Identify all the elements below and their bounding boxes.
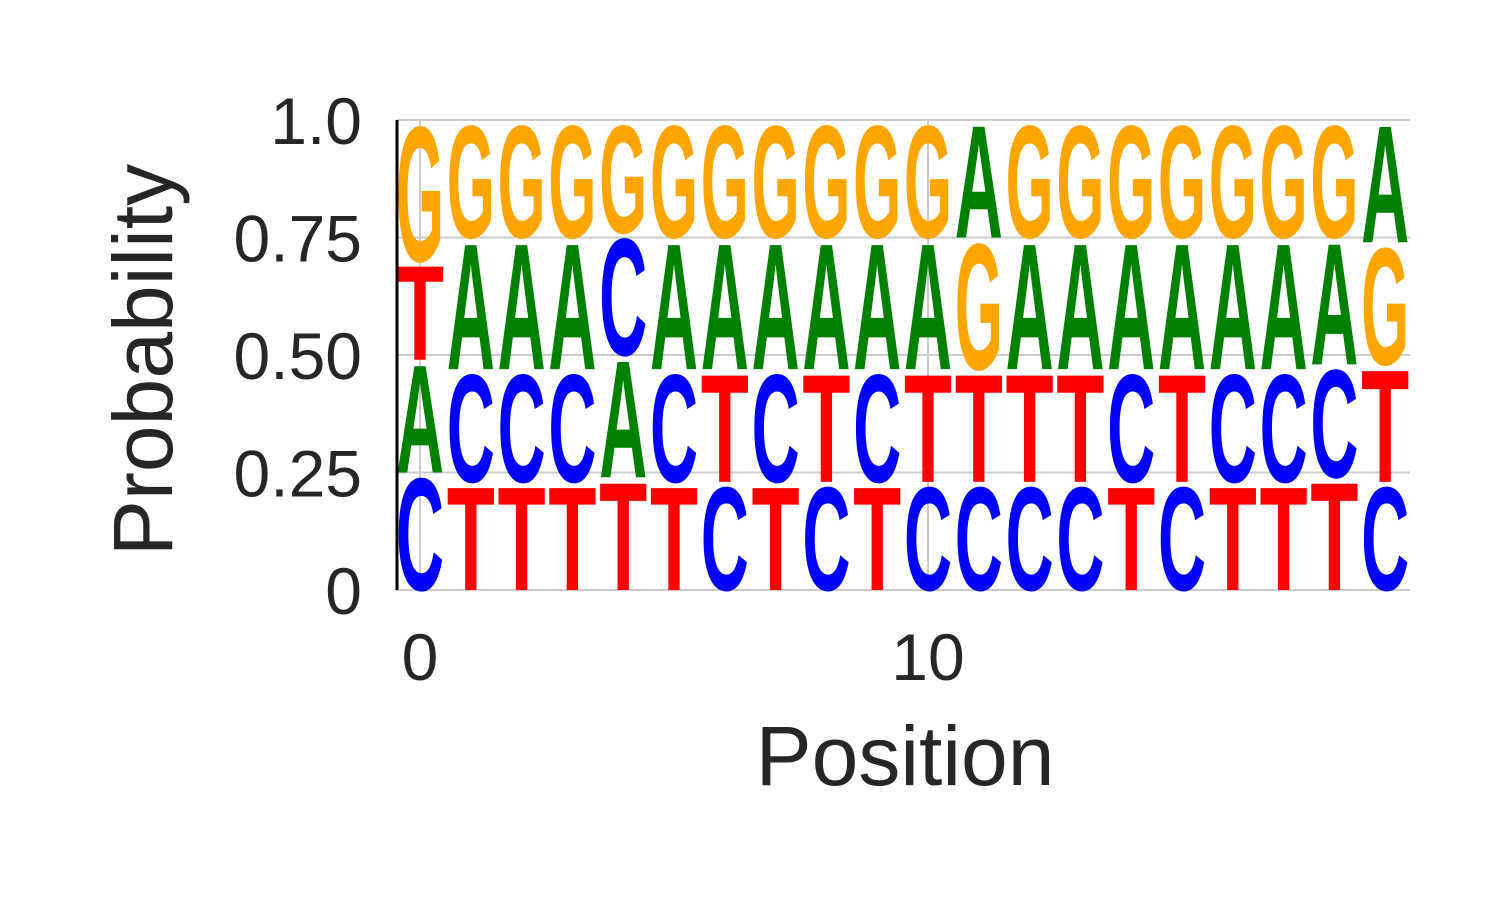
logo-letter-C: C (1361, 457, 1409, 622)
y-axis-title: Probability (96, 164, 190, 556)
logo-letter-G: G (447, 92, 495, 272)
logo-letter-T: T (802, 342, 850, 515)
logo-letter-C: C (548, 343, 596, 516)
logo-letter-C: C (650, 343, 698, 516)
logo-letter-A: A (1107, 206, 1155, 408)
logo-letter-T: T (853, 458, 901, 623)
logo-letter-A: A (752, 206, 800, 408)
logo-letter-C: C (1006, 457, 1054, 622)
logo-letter-A: A (1209, 206, 1257, 408)
logo-letter-G: G (904, 92, 952, 272)
y-tick-label: 0.25 (234, 437, 362, 511)
logo-letter-T: T (1056, 342, 1104, 515)
logo-letter-T: T (1209, 458, 1257, 623)
logo-letter-C: C (1107, 343, 1155, 516)
y-tick-label: 0 (325, 554, 362, 628)
logo-letter-G: G (1310, 92, 1358, 272)
logo-letter-G: G (1158, 92, 1206, 272)
logo-letter-G: G (1006, 92, 1054, 272)
logo-letter-G: G (701, 92, 749, 272)
logo-letter-A: A (548, 206, 596, 408)
x-tick-label: 10 (891, 620, 964, 694)
logo-letter-C: C (447, 343, 495, 516)
logo-letter-T: T (447, 458, 495, 623)
logo-letter-T: T (396, 239, 444, 389)
logo-letter-T: T (752, 458, 800, 623)
logo-letter-G: G (1361, 213, 1409, 400)
logo-letter-G: G (498, 92, 546, 272)
logo-letter-T: T (1107, 458, 1155, 623)
logo-letter-A: A (498, 206, 546, 408)
logo-letter-A: A (447, 206, 495, 408)
logo-letter-A: A (1158, 206, 1206, 408)
logo-letter-C: C (1056, 457, 1104, 622)
logo-letter-T: T (650, 458, 698, 623)
logo-letter-G: G (955, 206, 1003, 408)
logo-letter-A: A (396, 333, 444, 506)
logo-letter-G: G (1056, 92, 1104, 272)
logo-letter-T: T (1361, 336, 1409, 516)
logo-letter-C: C (1310, 338, 1358, 511)
logo-letter-A: A (904, 206, 952, 408)
logo-letter-A: A (1056, 206, 1104, 408)
logo-letter-C: C (955, 457, 1003, 622)
logo-letter-T: T (1260, 458, 1308, 623)
logo-letter-C: C (701, 457, 749, 622)
logo-letter-C: C (752, 343, 800, 516)
logo-letter-A: A (701, 206, 749, 408)
logo-letter-G: G (1107, 92, 1155, 272)
logo-letter-A: A (1361, 91, 1409, 278)
logo-letter-C: C (904, 457, 952, 622)
y-tick-label: 0.50 (234, 319, 362, 393)
logo-letter-T: T (701, 342, 749, 515)
logo-letter-A: A (599, 326, 647, 513)
logo-letter-C: C (802, 457, 850, 622)
logo-letter-C: C (498, 343, 546, 516)
logo-letter-T: T (1006, 342, 1054, 515)
y-tick-label: 1.0 (270, 84, 362, 158)
logo-letter-T: T (904, 342, 952, 515)
x-axis-title: Position (756, 709, 1055, 803)
logo-letter-C: C (853, 343, 901, 516)
logo-letter-C: C (1209, 343, 1257, 516)
logo-letter-G: G (1260, 92, 1308, 272)
logo-letter-A: A (1310, 207, 1358, 401)
logo-letter-T: T (955, 342, 1003, 515)
x-tick-labels: 0 10 (402, 620, 965, 694)
logo-letter-G: G (1209, 92, 1257, 272)
logo-letter-A: A (853, 206, 901, 408)
logo-letter-G: G (548, 92, 596, 272)
logo-letter-T: T (1310, 450, 1358, 623)
logo-letter-G: G (802, 92, 850, 272)
logo-letter-C: C (1158, 457, 1206, 622)
grid-lines (397, 119, 1410, 591)
logo-letters: CATGTCAGTCAGTCAGTACGTCAGCTAGTCAGCTAGTCAG… (396, 87, 1409, 625)
logo-letter-C: C (599, 204, 647, 391)
logo-letter-A: A (802, 206, 850, 408)
y-tick-labels: 0 0.25 0.50 0.75 1.0 (234, 84, 362, 628)
logo-letter-G: G (650, 92, 698, 272)
x-tick-label: 0 (402, 620, 439, 694)
logo-letter-C: C (1260, 343, 1308, 516)
logo-letter-G: G (853, 92, 901, 272)
logo-letter-G: G (396, 87, 444, 303)
logo-letter-A: A (955, 94, 1003, 273)
logo-letter-G: G (752, 92, 800, 272)
logo-letter-A: A (650, 206, 698, 408)
y-tick-label: 0.75 (234, 202, 362, 276)
logo-letter-G: G (599, 92, 647, 265)
logo-letter-T: T (498, 458, 546, 623)
logo-letter-A: A (1006, 206, 1054, 408)
logo-letter-A: A (1260, 206, 1308, 408)
logo-letter-T: T (548, 458, 596, 623)
logo-letter-T: T (599, 450, 647, 623)
logo-letter-C: C (396, 446, 444, 625)
logo-letter-T: T (1158, 342, 1206, 515)
